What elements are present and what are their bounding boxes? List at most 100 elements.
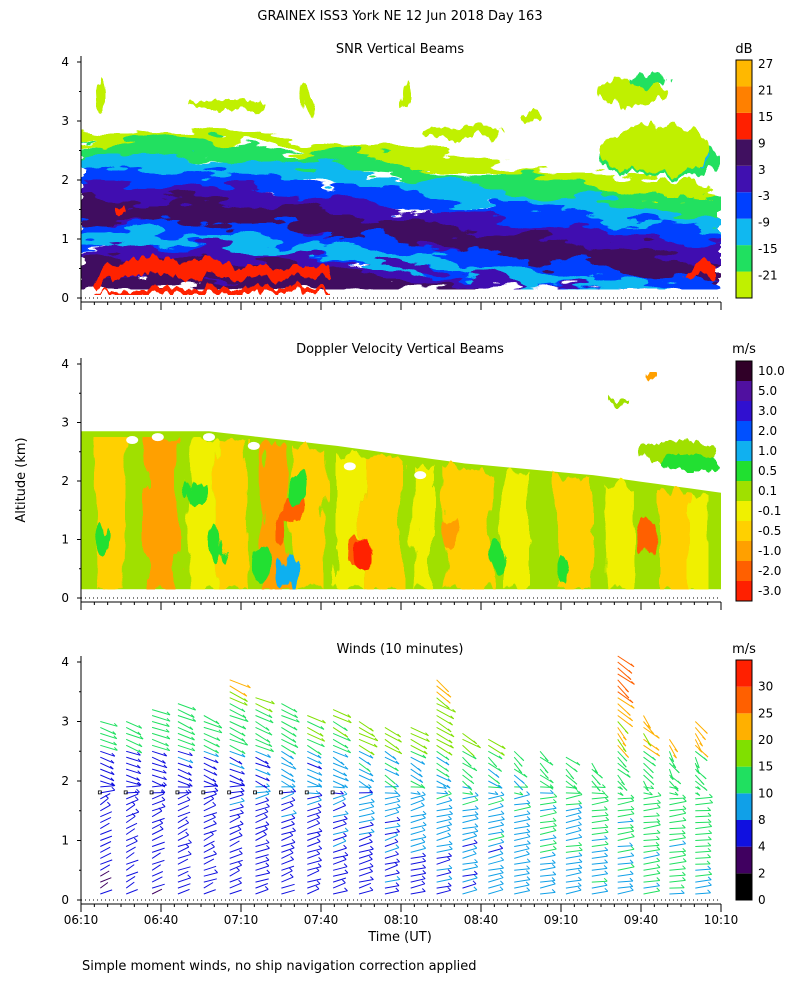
wind-barb — [281, 768, 294, 778]
wind-barb-flag — [500, 856, 505, 861]
wind-barb — [436, 843, 453, 847]
doppler-gap — [151, 433, 164, 442]
doppler-spot — [488, 541, 506, 574]
wind-barb — [617, 813, 635, 818]
wind-barb-flag — [163, 782, 167, 786]
wind-barb — [565, 836, 582, 841]
wind-barb-flag — [629, 886, 634, 891]
wind-barb — [307, 721, 325, 730]
wind-barb — [203, 732, 221, 742]
wind-barb-flag — [677, 780, 682, 785]
wind-barb-flag — [446, 784, 451, 789]
wind-barb — [151, 744, 170, 752]
wind-barb-flag — [630, 794, 635, 799]
wind-barb-flag — [446, 705, 450, 709]
wind-barb — [410, 829, 426, 835]
wind-barb-flag — [500, 880, 504, 885]
wind-barb — [694, 739, 703, 753]
wind-barb-flag — [187, 850, 192, 855]
wind-barb — [177, 703, 196, 711]
wind-barb — [462, 826, 478, 830]
wind-barb-flag — [216, 743, 220, 748]
wind-barb — [540, 842, 557, 847]
wind-barb-flag — [318, 796, 322, 801]
wind-barb — [307, 866, 322, 871]
wind-barb-flag — [578, 841, 583, 846]
wind-barb — [100, 835, 113, 841]
wind-barb — [513, 768, 528, 778]
wind-barb — [540, 820, 557, 824]
wind-barb-flag — [650, 781, 655, 785]
wind-barb — [436, 848, 453, 853]
wind-barb — [151, 828, 164, 835]
wind-barb — [203, 853, 217, 859]
wind-barb-flag — [549, 785, 554, 790]
wind-barb — [332, 823, 347, 830]
wind-barb-flag — [422, 821, 427, 826]
wind-barb-flag — [552, 817, 557, 822]
wind-barb-flag — [656, 851, 660, 856]
snr-band — [81, 272, 721, 290]
wind-barb-flag — [526, 870, 530, 874]
wind-barb — [643, 867, 660, 871]
wind-barb — [255, 738, 273, 748]
wind-barb — [669, 874, 686, 877]
colorbar-segment — [736, 245, 752, 272]
wind-barb — [617, 848, 635, 853]
wind-barb-flag — [395, 850, 399, 855]
wind-barb-flag — [241, 770, 245, 775]
wind-barb — [307, 870, 320, 877]
wind-barb — [358, 786, 372, 788]
wind-barb — [643, 795, 662, 800]
wind-barb-flag — [396, 858, 400, 863]
wind-barb-flag — [596, 787, 601, 792]
wind-barb — [281, 750, 294, 760]
wind-barb — [358, 819, 375, 824]
wind-barb-flag — [269, 719, 274, 724]
wind-barb-flag — [189, 752, 193, 756]
colorbar-label: 25 — [758, 706, 773, 720]
wind-barb-flag — [136, 764, 141, 769]
wind-barb-flag — [318, 857, 322, 861]
wind-barb-flag — [213, 850, 217, 855]
doppler-gap — [343, 462, 356, 471]
wind-barb — [591, 762, 599, 774]
wind-barb — [462, 738, 481, 749]
wind-barb-flag — [370, 751, 375, 756]
wind-barb — [255, 878, 269, 883]
wind-barb-flag — [135, 808, 140, 813]
y-tick-label: 2 — [61, 173, 69, 187]
wind-barb-flag — [682, 877, 686, 881]
wind-barb-flag — [133, 837, 138, 842]
wind-barb — [565, 824, 582, 830]
wind-barb-flag — [552, 871, 557, 875]
wind-barb-flag — [577, 809, 582, 813]
wind-barb — [488, 818, 505, 824]
wind-barb-flag — [292, 765, 297, 770]
wind-barb-flag — [318, 760, 322, 765]
wind-barb — [410, 883, 425, 889]
winds-colorbar: 0 2 4 8 10 15 20 25 30 — [735, 659, 773, 907]
wind-barb-flag — [550, 789, 554, 794]
wind-barb-flag — [214, 787, 219, 792]
doppler-gap — [414, 471, 427, 480]
snr-echo — [525, 112, 545, 122]
wind-barb-flag — [244, 718, 249, 722]
wind-barb — [410, 813, 427, 818]
wind-barb-flag — [366, 785, 371, 790]
wind-barb-flag — [674, 785, 679, 790]
wind-barb-flag — [448, 751, 453, 756]
wind-barb-flag — [166, 711, 171, 716]
wind-barb — [307, 774, 323, 782]
wind-barb — [410, 792, 421, 795]
wind-barb — [410, 836, 427, 841]
wind-barb-flag — [682, 871, 686, 876]
wind-barb — [643, 744, 660, 757]
wind-barb-flag — [213, 766, 217, 770]
wind-barb — [668, 745, 677, 759]
wind-barb-flag — [189, 759, 194, 764]
wind-barb — [358, 744, 375, 756]
wind-barb — [332, 890, 348, 895]
colorbar-frame — [735, 659, 753, 901]
wind-barb-flag — [631, 681, 635, 685]
